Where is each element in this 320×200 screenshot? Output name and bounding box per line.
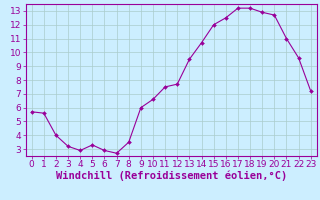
X-axis label: Windchill (Refroidissement éolien,°C): Windchill (Refroidissement éolien,°C) xyxy=(56,171,287,181)
